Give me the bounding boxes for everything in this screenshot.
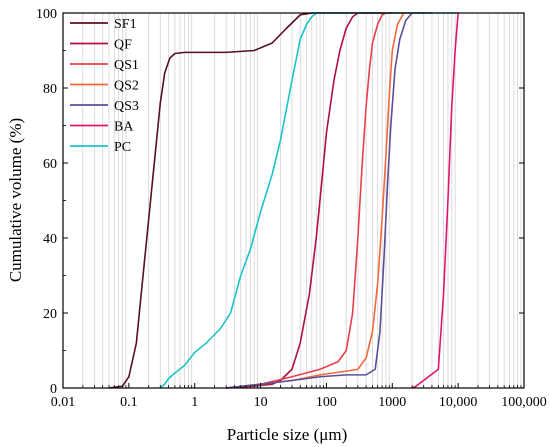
legend-label-qs2: QS2 xyxy=(114,79,139,94)
x-tick-label: 10 xyxy=(254,395,268,410)
legend-label-qf: QF xyxy=(114,38,132,53)
x-tick-label: 100 xyxy=(316,395,337,410)
axes: 0.01 0.1 1 10 100 1000 10,000 100,000 0 20 40 60 80 1… xyxy=(36,7,547,410)
series-line-qs2 xyxy=(226,12,424,389)
legend-label-ba: BA xyxy=(114,120,134,135)
x-tick-label: 1 xyxy=(191,395,198,410)
x-tick-label: 10,000 xyxy=(439,395,478,410)
y-tick-label: 20 xyxy=(43,307,57,322)
y-tick-label: 80 xyxy=(43,82,57,97)
y-tick-label: 40 xyxy=(43,232,57,247)
series-line-qs1 xyxy=(226,12,413,389)
series-line-ba xyxy=(411,12,459,389)
y-axis-title: Cumulative volume (%) xyxy=(6,118,25,282)
legend-label-qs3: QS3 xyxy=(114,99,139,114)
series-line-qs3 xyxy=(226,12,432,389)
y-tick-label: 100 xyxy=(36,7,57,22)
x-tick-label: 100,000 xyxy=(501,395,547,410)
series-lines xyxy=(108,12,459,389)
x-tick-label: 0.1 xyxy=(120,395,138,410)
legend-label-sf1: SF1 xyxy=(114,17,137,32)
series-line-pc xyxy=(159,12,459,389)
y-tick-label: 60 xyxy=(43,157,57,172)
series-line-sf1 xyxy=(108,12,393,389)
y-tick-label: 0 xyxy=(50,382,57,397)
series-line-qf xyxy=(226,12,393,389)
legend-label-qs1: QS1 xyxy=(114,58,139,73)
x-tick-label: 0.01 xyxy=(51,395,76,410)
x-tick-label: 1000 xyxy=(378,395,406,410)
grid-lines xyxy=(82,13,522,388)
legend: SF1 QF QS1 QS2 QS3 BA PC xyxy=(70,17,139,155)
x-axis-title: Particle size (μm) xyxy=(227,425,348,444)
legend-label-pc: PC xyxy=(114,140,131,155)
